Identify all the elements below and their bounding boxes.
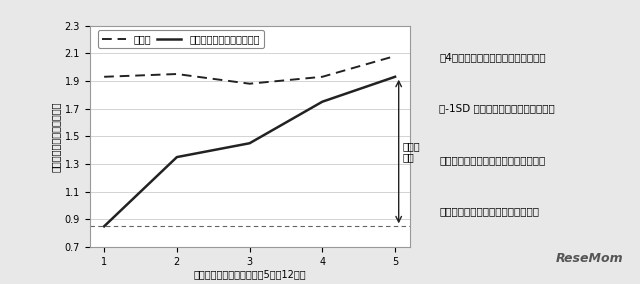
当初自主性が低かった児童: [100, 225, 108, 228]
全児童: [100, 75, 108, 78]
Text: 有意に
上昇: 有意に 上昇: [403, 141, 420, 162]
Legend: 全児童, 当初自主性が低かった児童: 全児童, 当初自主性が低かった児童: [98, 30, 264, 48]
当初自主性が低かった児童: [246, 141, 253, 145]
Line: 当初自主性が低かった児童: 当初自主性が低かった児童: [104, 77, 395, 226]
全児童: [246, 82, 253, 85]
X-axis label: フィードバックサイクル（5月～12月）: フィードバックサイクル（5月～12月）: [193, 270, 306, 279]
Text: 年間のｅラーニングとフィードバック: 年間のｅラーニングとフィードバック: [439, 155, 545, 165]
Text: により平均レベルに引き上がった: により平均レベルに引き上がった: [439, 206, 539, 216]
Text: 均-1SD 未満の子ども）の得点が、半: 均-1SD 未満の子ども）の得点が、半: [439, 104, 555, 114]
Text: ReseMom: ReseMom: [556, 252, 623, 265]
Line: 全児童: 全児童: [104, 56, 395, 84]
全児童: [173, 72, 180, 76]
Y-axis label: 自主的学習態度得点の平均: 自主的学習態度得点の平均: [51, 101, 60, 172]
Text: 围4　主体的学習得点が低い児童（平: 围4 主体的学習得点が低い児童（平: [439, 53, 546, 62]
当初自主性が低かった児童: [173, 155, 180, 159]
当初自主性が低かった児童: [391, 75, 399, 78]
全児童: [319, 75, 326, 78]
当初自主性が低かった児童: [319, 100, 326, 103]
全児童: [391, 54, 399, 58]
